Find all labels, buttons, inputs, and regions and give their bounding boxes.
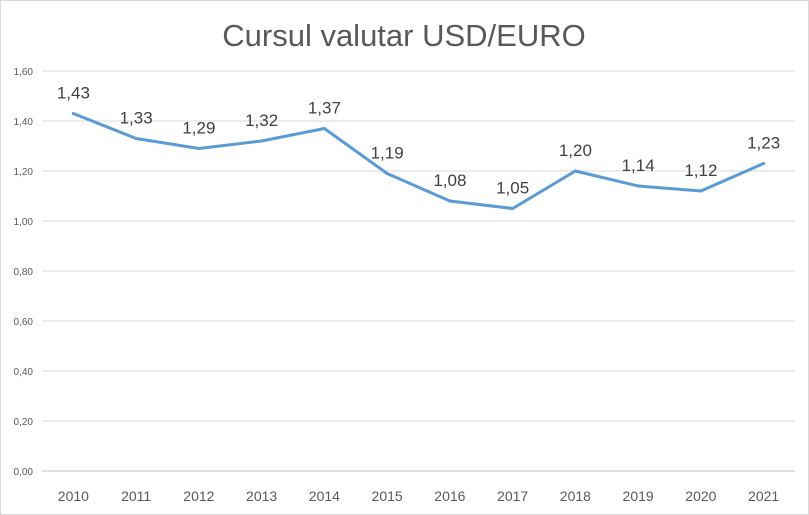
y-tick-label: 0,80 [14, 267, 34, 278]
y-tick-label: 1,20 [14, 167, 34, 178]
x-tick-label: 2018 [560, 488, 591, 504]
data-label: 1,08 [433, 171, 466, 190]
data-label: 1,43 [57, 84, 90, 103]
y-tick-label: 1,00 [14, 217, 34, 228]
data-point [511, 207, 515, 210]
data-line [71, 112, 766, 210]
data-point [448, 199, 452, 203]
x-tick-label: 2017 [497, 488, 528, 504]
data-label: 1,29 [182, 119, 215, 138]
data-label: 1,23 [747, 134, 780, 153]
data-label: 1,37 [308, 99, 341, 118]
y-tick-label: 0,20 [14, 417, 34, 428]
data-label: 1,14 [622, 156, 655, 175]
y-tick-label: 0,40 [14, 367, 34, 378]
data-label: 1,33 [120, 109, 153, 128]
x-tick-label: 2014 [309, 488, 340, 504]
data-point [197, 147, 201, 150]
data-point [260, 139, 264, 143]
data-point [699, 189, 703, 193]
x-tick-label: 2020 [685, 488, 716, 504]
data-point [134, 137, 138, 140]
y-tick-label: 1,40 [14, 117, 34, 128]
data-point [71, 112, 75, 115]
chart-title: Cursul valutar USD/EURO [222, 18, 585, 53]
data-label: 1,05 [496, 179, 529, 198]
y-tick-label: 1,60 [14, 67, 34, 78]
data-point [762, 162, 766, 165]
data-point [573, 169, 577, 173]
x-tick-label: 2016 [434, 488, 465, 504]
x-tick-label: 2011 [121, 488, 151, 504]
x-tick-label: 2012 [183, 488, 214, 504]
y-tick-label: 0,00 [14, 467, 34, 478]
x-tick-label: 2010 [58, 488, 89, 504]
data-point [322, 127, 326, 130]
data-label: 1,12 [684, 161, 717, 180]
data-point [636, 184, 640, 188]
data-label: 1,32 [245, 111, 278, 130]
data-label: 1,19 [371, 144, 404, 163]
x-tick-label: 2015 [372, 488, 403, 504]
x-tick-label: 2019 [623, 488, 654, 504]
data-point [385, 172, 389, 175]
y-tick-label: 0,60 [14, 317, 34, 328]
data-label: 1,20 [559, 141, 592, 160]
x-tick-label: 2013 [246, 488, 277, 504]
x-tick-label: 2021 [748, 488, 779, 504]
